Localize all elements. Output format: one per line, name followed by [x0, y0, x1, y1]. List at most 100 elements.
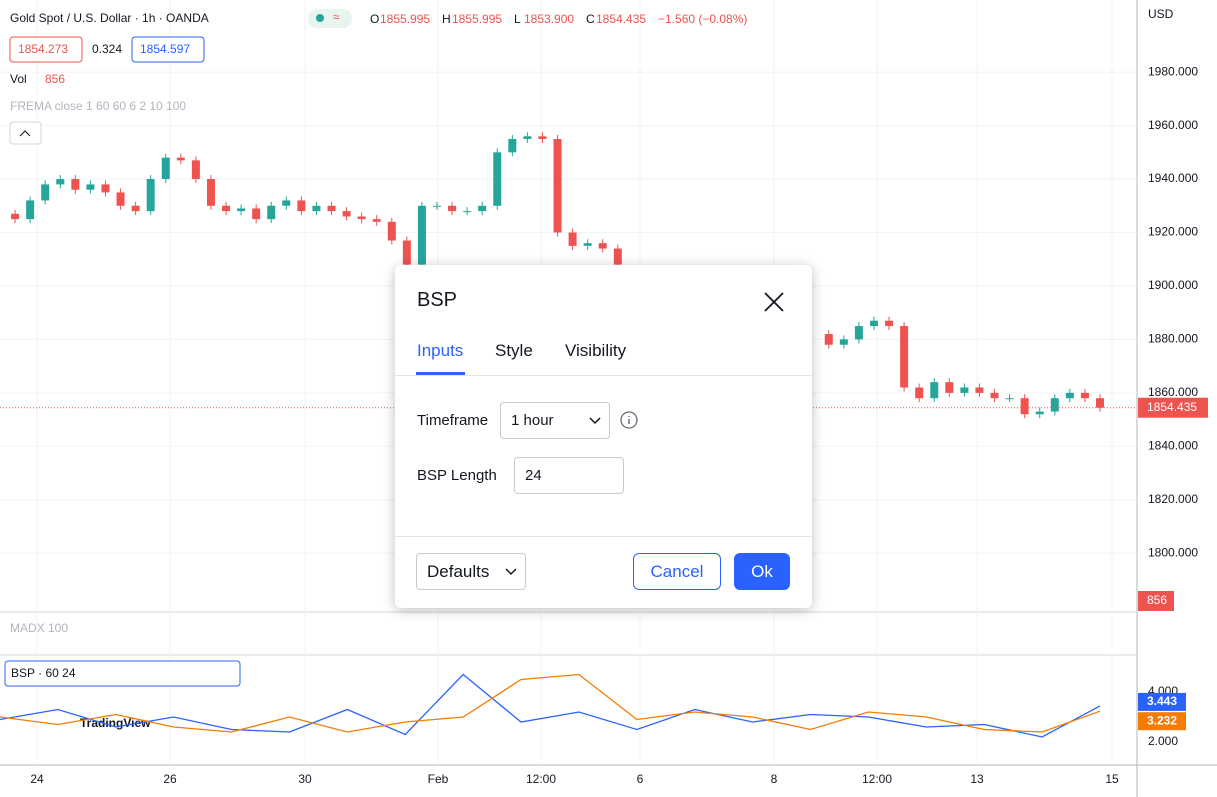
info-icon[interactable] [619, 410, 639, 430]
candle-body [116, 192, 125, 206]
x-tick-label: 15 [1105, 772, 1119, 786]
candle-body [432, 205, 441, 207]
candle-body [282, 200, 291, 206]
candle [448, 201, 457, 216]
close-button[interactable] [763, 291, 785, 313]
bsp-line [0, 673, 1101, 738]
candle [146, 175, 155, 216]
bsp-tag-label: 3.443 [1147, 694, 1177, 708]
candle-body [191, 160, 200, 180]
timeframe-select[interactable]: 1 hour [500, 402, 610, 439]
candle-body [915, 387, 924, 399]
defaults-select[interactable]: Defaults [416, 553, 526, 590]
bid: 1854.273 [18, 42, 68, 56]
candle [116, 188, 125, 210]
currency: USD [1148, 7, 1174, 21]
candle-body [387, 221, 396, 241]
candle [11, 209, 20, 224]
candle-body [1035, 411, 1044, 415]
y-tick-label: 1800.000 [1148, 545, 1198, 559]
candle [206, 175, 215, 210]
tab[interactable]: Style [495, 341, 533, 360]
ohlc-key: H [442, 12, 451, 26]
volume-tag [1138, 591, 1174, 611]
candle-body [1065, 392, 1074, 399]
candle [312, 201, 321, 216]
y-tick-label: 1960.000 [1148, 118, 1198, 132]
x-tick-label: 13 [970, 772, 984, 786]
candle-body [146, 179, 155, 212]
ohlc-value: 1854.435 [596, 12, 646, 26]
candle-body [598, 243, 607, 249]
candle-body [1080, 392, 1089, 399]
ohlc-value: 1855.995 [380, 12, 430, 26]
candle-body [357, 216, 366, 220]
divider [395, 536, 812, 537]
candle-body [206, 179, 215, 206]
madx-legend: MADX 100 [10, 621, 68, 635]
candle [824, 330, 833, 349]
candle-body [11, 213, 20, 220]
candle [237, 204, 246, 216]
market-dot [316, 14, 324, 22]
candle-body [824, 334, 833, 345]
candle [990, 388, 999, 403]
candle [71, 175, 80, 194]
divider [395, 375, 812, 376]
candle-body [1096, 398, 1104, 408]
candle-body [222, 205, 231, 212]
candle-body [538, 136, 547, 139]
candle [1005, 394, 1014, 403]
candle [598, 239, 607, 253]
candle-body [1020, 398, 1029, 415]
candle [915, 383, 924, 403]
candle [41, 180, 50, 205]
tab-underline [416, 372, 465, 375]
candle [478, 201, 487, 216]
tab[interactable]: Inputs [417, 341, 464, 360]
candle-body [553, 138, 562, 233]
badge: ≈ [333, 10, 340, 24]
candle [191, 156, 200, 184]
candle-body [885, 320, 894, 327]
candle [342, 207, 351, 221]
candle [1080, 388, 1089, 403]
ohlc-key: C [586, 12, 595, 26]
candle-body [176, 157, 185, 161]
dialog-title: BSP [417, 289, 458, 311]
candle-body [900, 326, 909, 388]
ask-box [131, 36, 205, 63]
candle-body [252, 208, 261, 220]
y-tick-label: 1860.000 [1148, 385, 1198, 399]
length-input[interactable]: 24 [514, 457, 624, 494]
y-tick-label: 1940.000 [1148, 171, 1198, 185]
x-tick-label: 8 [771, 772, 778, 786]
candle-body [71, 179, 80, 190]
candle [86, 180, 95, 194]
candle [854, 322, 863, 344]
settings-dialog: BSP Inputs Style Visibility Timeframe 1 … [395, 265, 812, 608]
candle [417, 201, 426, 269]
x-tick-label: 6 [637, 772, 644, 786]
chevron-up [19, 130, 31, 137]
candle-body [86, 184, 95, 190]
y-tick-label: 1900.000 [1148, 278, 1198, 292]
ask: 1854.597 [140, 42, 190, 56]
candle-body [990, 392, 999, 399]
bsp-line [0, 673, 1101, 733]
candle-body [161, 157, 170, 180]
select-value: Defaults [427, 561, 490, 581]
ok-button[interactable]: Ok [734, 553, 790, 590]
tab[interactable]: Visibility [565, 341, 627, 360]
candle [1065, 388, 1074, 403]
cancel-button[interactable]: Cancel [633, 553, 721, 590]
candle-body [297, 200, 306, 212]
bsp-tag [1138, 712, 1186, 731]
candle [930, 378, 939, 403]
candle [583, 239, 592, 250]
y-tick-label: 2.000 [1148, 734, 1178, 748]
candle [1050, 394, 1059, 416]
candle-body [1050, 398, 1059, 412]
collapse-button [9, 121, 42, 145]
